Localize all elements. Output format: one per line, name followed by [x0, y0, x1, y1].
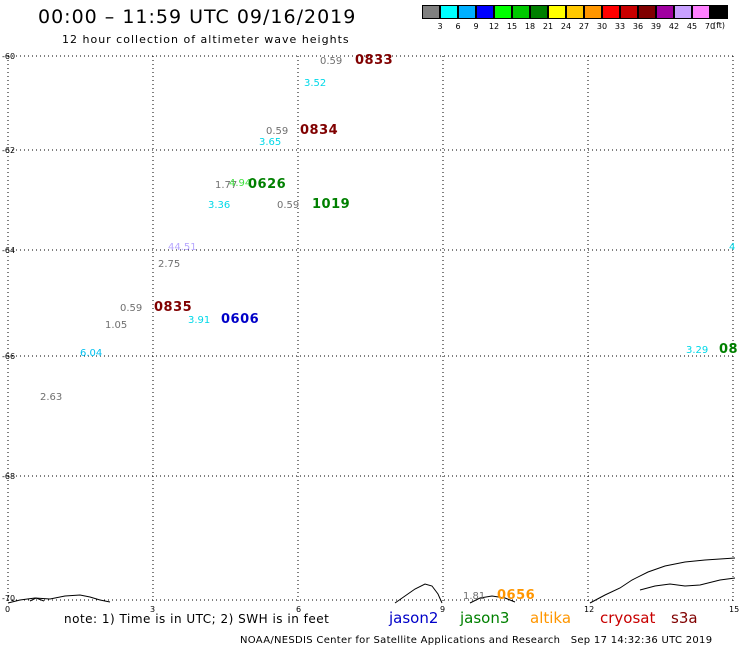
wave-height-value: 2.63: [40, 392, 63, 403]
legend-swatch: [530, 5, 548, 19]
pass-time-label: 0656: [497, 588, 536, 603]
wave-height-value: 3.52: [304, 78, 327, 89]
longitude-label: 12: [584, 605, 595, 614]
wave-height-value: 0.59: [266, 126, 289, 137]
legend-swatch: [548, 5, 566, 19]
wave-height-value: 3.91: [188, 315, 211, 326]
legend-swatch: [494, 5, 512, 19]
coastline-center: [394, 583, 443, 604]
satellite-jason3: jason3: [460, 609, 510, 627]
wave-height-value: 0.59: [277, 200, 300, 211]
longitude-label: 6: [296, 605, 302, 614]
wave-height-value: 4: [729, 242, 736, 253]
legend-label: 33: [614, 22, 626, 31]
legend-label: 9: [473, 22, 479, 31]
legend-swatch: [422, 5, 440, 19]
legend-label: 27: [578, 22, 590, 31]
legend-label: 39: [650, 22, 662, 31]
longitude-label: 3: [150, 605, 156, 614]
legend-label: 21: [542, 22, 554, 31]
pass-time-label: 0626: [248, 177, 287, 192]
wave-height-value: 1.05: [105, 320, 128, 331]
coastline-right-b: [639, 577, 736, 591]
coastline-right: [589, 557, 736, 604]
legend-swatch: [440, 5, 458, 19]
latitude-label: -70: [2, 594, 16, 603]
legend-swatch: [566, 5, 584, 19]
wave-height-value: 44.51: [168, 242, 197, 253]
pass-time-label: 0834: [300, 123, 339, 138]
coastline-left: [7, 594, 111, 604]
legend-swatch: [638, 5, 656, 19]
coastline-left-inlet: [29, 597, 45, 602]
legend-label: 15: [506, 22, 518, 31]
legend-swatch: [692, 5, 710, 19]
lat-lon-grid: [7, 55, 734, 602]
legend-label: 45: [686, 22, 698, 31]
latitude-label: -60: [2, 52, 16, 61]
wave-height-value: 3.36: [208, 200, 231, 211]
footer-credit: NOAA/NESDIS Center for Satellite Applica…: [240, 635, 712, 646]
coastline-center-b: [469, 595, 516, 604]
legend-label: 24: [560, 22, 572, 31]
latitude-label: -64: [2, 246, 16, 255]
legend-label: 12: [488, 22, 500, 31]
legend-label: 30: [596, 22, 608, 31]
legend-label: 42: [668, 22, 680, 31]
satellite-cryosat: cryosat: [600, 609, 656, 627]
legend-swatch: [710, 5, 728, 19]
satellite-altika: altika: [530, 609, 572, 627]
footer-note: note: 1) Time is in UTC; 2) SWH is in fe…: [64, 612, 330, 626]
pass-time-label: 0835: [154, 300, 193, 315]
map-title: 00:00 – 11:59 UTC 09/16/2019: [38, 6, 357, 28]
pass-time-label: 0833: [355, 53, 394, 68]
wave-height-value: 0.59: [320, 56, 343, 67]
legend-label: 18: [524, 22, 536, 31]
wave-height-value: 4.94: [229, 178, 252, 189]
longitude-label: 0: [5, 605, 11, 614]
wave-height-value: 2.75: [158, 259, 181, 270]
wave-height-value: 3.65: [259, 137, 282, 148]
pass-time-label: 08: [719, 342, 739, 357]
legend-swatch: [584, 5, 602, 19]
legend-label: 36: [632, 22, 644, 31]
latitude-label: -68: [2, 472, 16, 481]
legend-swatch: [620, 5, 638, 19]
credit-text: NOAA/NESDIS Center for Satellite Applica…: [240, 635, 561, 646]
wave-height-value: 1.77: [215, 180, 238, 191]
legend-label: 3: [437, 22, 443, 31]
latitude-label: -62: [2, 146, 16, 155]
map-subtitle: 12 hour collection of altimeter wave hei…: [62, 33, 350, 46]
pass-time-label: 1019: [312, 197, 351, 212]
pass-time-label: 0606: [221, 312, 260, 327]
legend-swatch: [476, 5, 494, 19]
timestamp: Sep 17 14:32:36 UTC 2019: [570, 635, 713, 646]
legend-swatch: [602, 5, 620, 19]
legend-unit: (ft): [713, 21, 726, 30]
longitude-label: 9: [440, 605, 446, 614]
latitude-label: -66: [2, 352, 16, 361]
wave-height-value: 1.81: [463, 591, 486, 602]
legend-swatch: [674, 5, 692, 19]
legend-swatch: [656, 5, 674, 19]
wave-height-value: 6.04: [80, 348, 103, 359]
legend-label: 6: [455, 22, 461, 31]
legend-label: 70: [704, 22, 716, 31]
legend-swatch: [458, 5, 476, 19]
wave-height-value: 0.59: [120, 303, 143, 314]
satellite-s3a: s3a: [671, 609, 698, 627]
legend-swatch: [512, 5, 530, 19]
satellite-jason2: jason2: [389, 609, 439, 627]
wave-height-value: 3.29: [686, 345, 709, 356]
longitude-label: 15: [729, 605, 740, 614]
